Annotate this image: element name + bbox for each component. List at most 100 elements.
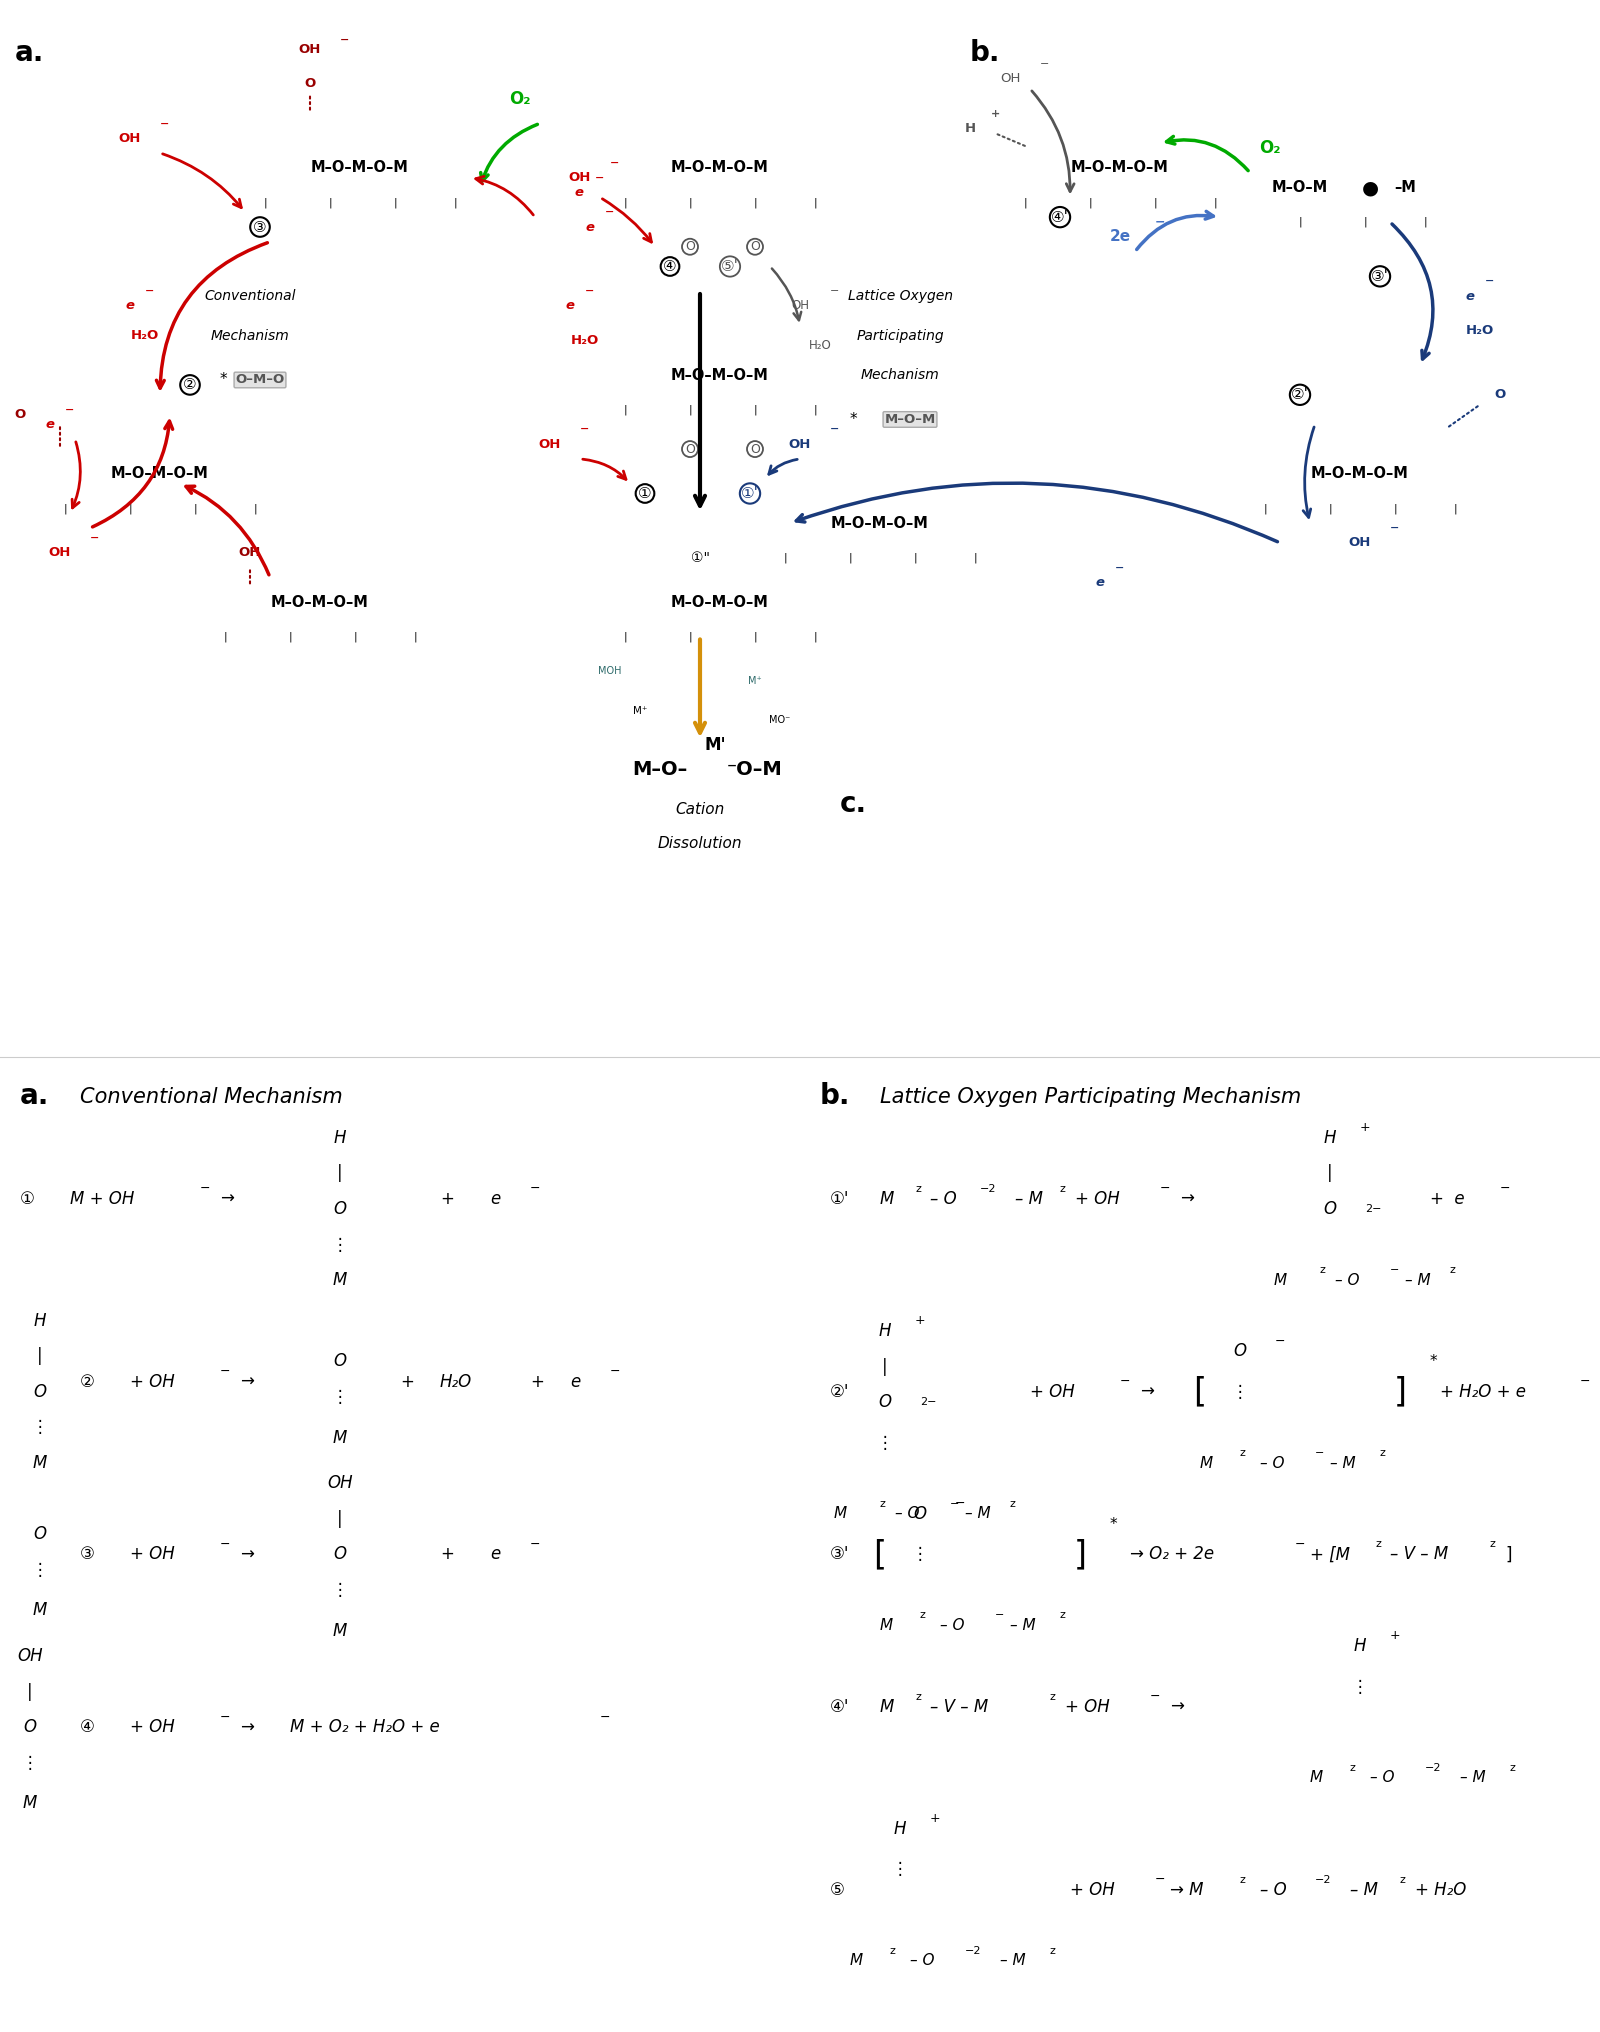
Text: M: M: [850, 1953, 862, 1969]
Text: |: |: [413, 632, 418, 642]
Text: |: |: [688, 197, 691, 207]
Text: −: −: [1315, 1449, 1325, 1457]
Text: ]: ]: [1394, 1376, 1406, 1408]
Text: −: −: [530, 1538, 541, 1550]
Text: O: O: [304, 77, 315, 89]
Text: z: z: [1320, 1266, 1326, 1274]
Text: M': M': [704, 736, 726, 754]
Text: ③: ③: [253, 219, 267, 234]
Text: −: −: [830, 425, 840, 435]
Text: →: →: [1170, 1699, 1184, 1715]
Text: M–O–M–O–M: M–O–M–O–M: [670, 595, 770, 610]
Text: |: |: [288, 632, 291, 642]
Text: O: O: [1323, 1201, 1336, 1217]
Text: H: H: [334, 1130, 346, 1146]
Text: z: z: [1240, 1876, 1246, 1884]
Text: ①": ①": [691, 551, 709, 565]
Text: M: M: [1274, 1272, 1286, 1288]
Text: ①': ①': [830, 1191, 850, 1207]
Text: M: M: [333, 1622, 347, 1640]
Text: – M: – M: [965, 1506, 990, 1522]
Text: Conventional: Conventional: [205, 289, 296, 303]
Text: +  e: + e: [1430, 1191, 1464, 1207]
Text: |: |: [622, 197, 627, 207]
Text: |: |: [782, 553, 787, 563]
Text: |: |: [1326, 1164, 1333, 1183]
Text: Participating: Participating: [856, 329, 944, 343]
Text: −2: −2: [1426, 1764, 1442, 1772]
Text: |: |: [1453, 504, 1458, 514]
Text: H: H: [1323, 1130, 1336, 1146]
Text: – O: – O: [1334, 1272, 1360, 1288]
Text: −2: −2: [979, 1185, 997, 1193]
Text: −: −: [605, 207, 614, 217]
Text: |: |: [222, 632, 227, 642]
Text: OH: OH: [18, 1648, 43, 1664]
Text: z: z: [1510, 1764, 1515, 1772]
Text: a.: a.: [19, 1081, 50, 1109]
Text: ①': ①': [741, 486, 758, 502]
Text: ⋮: ⋮: [32, 1418, 48, 1437]
Text: OH: OH: [299, 43, 322, 55]
Text: ⋮: ⋮: [331, 1388, 349, 1406]
Text: z: z: [1059, 1611, 1066, 1620]
Text: e: e: [565, 299, 574, 313]
Text: OH: OH: [789, 437, 811, 451]
Text: −: −: [221, 1366, 230, 1378]
Text: M: M: [34, 1455, 46, 1471]
Text: O: O: [333, 1201, 347, 1217]
Text: *: *: [1430, 1353, 1438, 1370]
Text: |: |: [914, 553, 917, 563]
Text: ②: ②: [80, 1374, 94, 1390]
Text: z: z: [1400, 1876, 1406, 1884]
Text: z: z: [1490, 1540, 1496, 1548]
Text: |: |: [813, 197, 818, 207]
Text: M: M: [1200, 1455, 1213, 1471]
Text: |: |: [328, 197, 331, 207]
Text: + OH: + OH: [130, 1546, 174, 1563]
Text: −: −: [1294, 1538, 1306, 1550]
Text: e: e: [570, 1374, 581, 1390]
Text: |: |: [1422, 217, 1427, 228]
Text: O: O: [34, 1384, 46, 1400]
Text: OH: OH: [50, 547, 70, 559]
Text: → M: → M: [1170, 1882, 1203, 1898]
Text: – O: – O: [941, 1617, 965, 1634]
Text: →: →: [240, 1546, 254, 1563]
Text: ①: ①: [19, 1191, 35, 1207]
Text: O: O: [333, 1546, 347, 1563]
Text: c.: c.: [840, 790, 867, 817]
Text: |: |: [128, 504, 131, 514]
Text: M–O–M–O–M: M–O–M–O–M: [670, 368, 770, 382]
Text: +: +: [440, 1546, 454, 1563]
Text: →: →: [240, 1374, 254, 1390]
Text: O: O: [750, 443, 760, 455]
Text: H: H: [34, 1313, 46, 1329]
Text: |: |: [338, 1510, 342, 1528]
Text: →: →: [1181, 1191, 1194, 1207]
Text: |: |: [453, 197, 458, 207]
Text: O: O: [1494, 388, 1506, 400]
Text: +: +: [1360, 1122, 1371, 1134]
Text: |: |: [1328, 504, 1331, 514]
Text: −: −: [586, 287, 595, 297]
Text: −: −: [341, 35, 350, 45]
Text: −: −: [1155, 215, 1165, 228]
Text: O: O: [24, 1719, 37, 1735]
Text: |: |: [813, 632, 818, 642]
Text: OH: OH: [1349, 536, 1371, 549]
Text: |: |: [1154, 197, 1157, 207]
Text: ④': ④': [830, 1699, 850, 1715]
Text: O–M–O: O–M–O: [235, 374, 285, 386]
Text: →: →: [240, 1719, 254, 1735]
Text: ②: ②: [182, 378, 197, 392]
Text: |: |: [62, 504, 67, 514]
Text: – M: – M: [1459, 1770, 1486, 1786]
Text: O: O: [878, 1394, 891, 1410]
Text: z: z: [1050, 1947, 1056, 1955]
Text: Mechanism: Mechanism: [861, 368, 939, 382]
Text: + H₂O + e: + H₂O + e: [1440, 1384, 1526, 1400]
Text: M–O–M–O–M: M–O–M–O–M: [1310, 465, 1410, 482]
Text: z: z: [1350, 1764, 1355, 1772]
Text: −: −: [610, 1366, 621, 1378]
